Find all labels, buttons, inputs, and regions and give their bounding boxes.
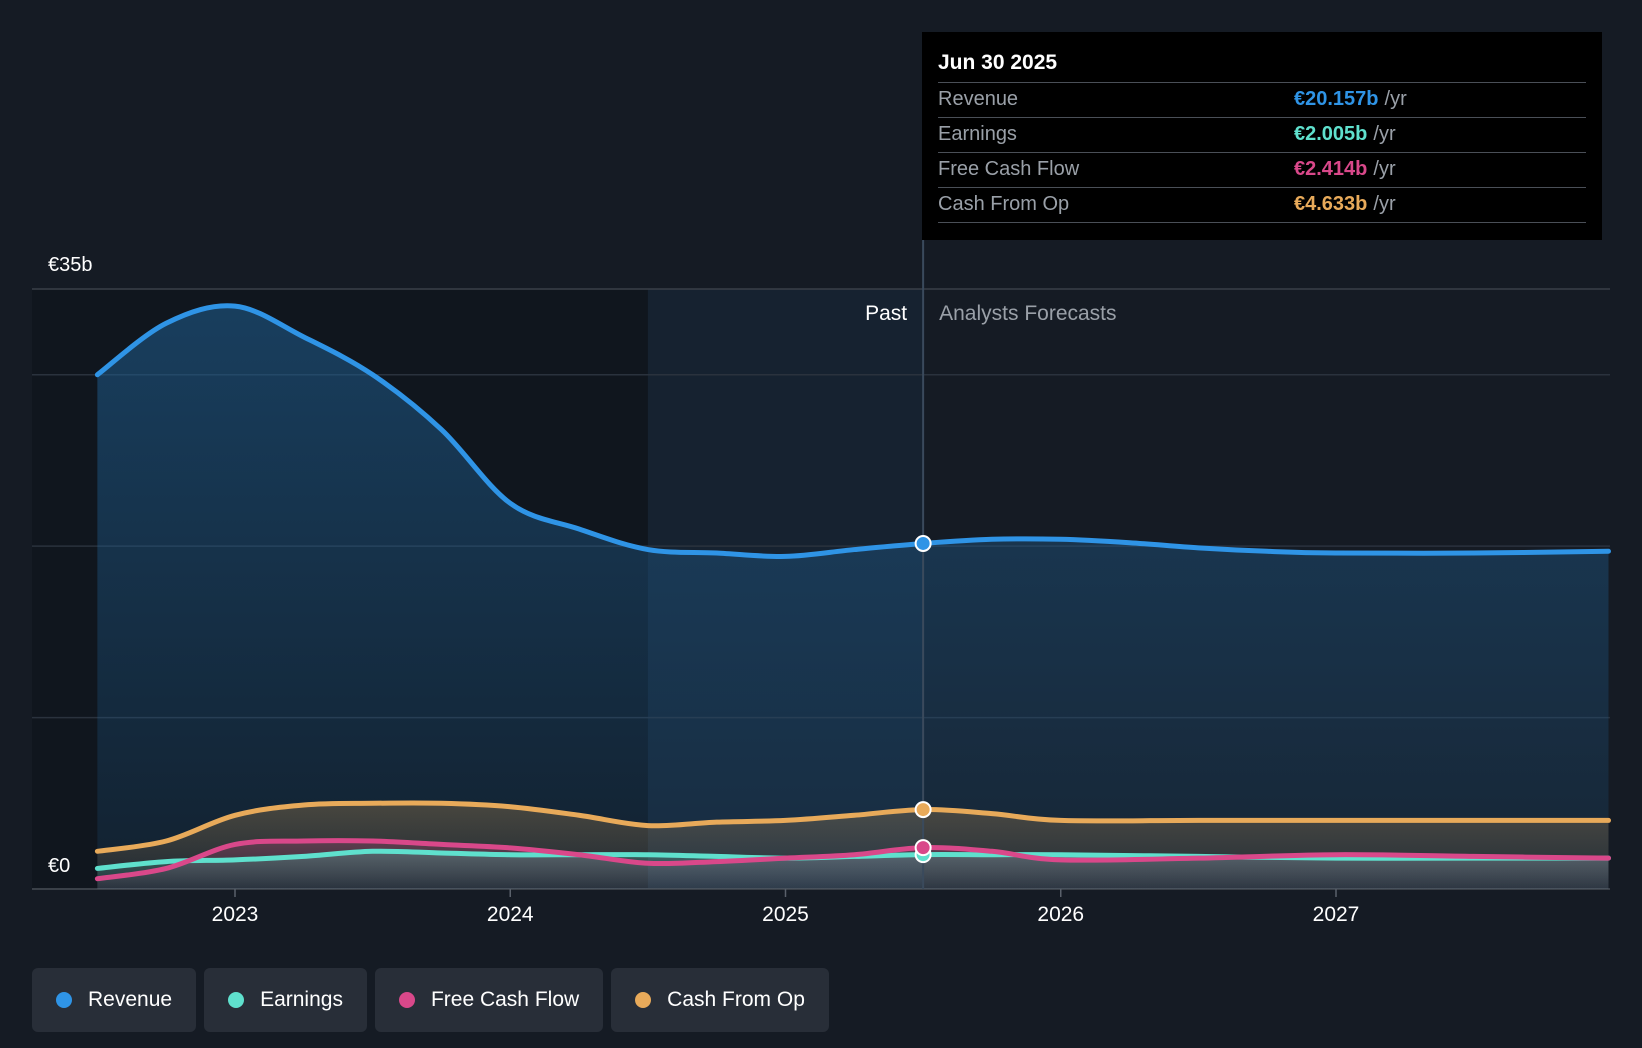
tooltip-date: Jun 30 2025 <box>938 46 1586 83</box>
tooltip-unit: /yr <box>1373 123 1396 145</box>
x-tick-label: 2026 <box>1037 903 1084 926</box>
legend-label: Revenue <box>88 988 173 1011</box>
tooltip-unit: /yr <box>1384 88 1407 110</box>
x-tick-label: 2023 <box>212 903 259 926</box>
legend-item-revenue[interactable]: Revenue <box>32 968 197 1032</box>
tooltip-unit: /yr <box>1373 193 1396 215</box>
tooltip-label: Cash From Op <box>938 193 1070 215</box>
x-tick-label: 2027 <box>1313 903 1360 926</box>
tooltip-label: Revenue <box>938 88 1019 110</box>
tooltip-row-free-cash-flow: Free Cash Flow €2.414b /yr <box>938 153 1586 188</box>
tooltip-row-cash-from-op: Cash From Op €4.633b /yr <box>938 188 1586 223</box>
marker-cash-from-op <box>914 801 932 819</box>
legend-label: Cash From Op <box>667 988 805 1011</box>
free-cash-flow-line <box>94 838 1611 882</box>
tooltip: Jun 30 2025 Revenue €20.157b /yr Earning… <box>922 32 1602 240</box>
tooltip-row-earnings: Earnings €2.005b /yr <box>938 118 1586 153</box>
x-axis: 2023 2024 2025 2026 2027 <box>212 889 1360 926</box>
legend-item-cash-from-op[interactable]: Cash From Op <box>611 968 829 1032</box>
tooltip-value: €2.414b <box>1294 158 1368 180</box>
forecast-label: Analysts Forecasts <box>939 302 1116 325</box>
legend-label: Earnings <box>260 988 343 1011</box>
marker-revenue <box>914 534 932 552</box>
past-label: Past <box>865 302 907 325</box>
tooltip-markers <box>914 534 932 864</box>
chart: €35b €0 Past Analysts Forecasts 2023 2024… <box>32 240 1611 926</box>
tooltip-value: €20.157b <box>1294 88 1379 110</box>
tooltip-row-revenue: Revenue €20.157b /yr <box>938 83 1586 118</box>
marker-free-cash-flow <box>914 839 932 857</box>
y-axis-top-label: €35b <box>48 254 93 276</box>
tooltip-value: €4.633b <box>1294 193 1368 215</box>
legend-label: Free Cash Flow <box>430 988 580 1011</box>
legend-dot-icon <box>398 992 415 1008</box>
legend-dot-icon <box>228 992 245 1008</box>
revenue-line <box>94 303 1611 559</box>
legend: Revenue Earnings Free Cash Flow Cash Fro… <box>32 968 829 1032</box>
legend-item-earnings[interactable]: Earnings <box>204 968 367 1032</box>
revenue-area <box>97 305 1609 889</box>
tooltip-value: €2.005b <box>1294 123 1368 145</box>
legend-dot-icon <box>56 992 72 1008</box>
legend-dot-icon <box>635 992 652 1008</box>
cash-from-op-line <box>94 800 1611 854</box>
x-tick-label: 2024 <box>487 903 534 926</box>
y-axis-bottom-label: €0 <box>48 855 70 877</box>
legend-item-free-cash-flow[interactable]: Free Cash Flow <box>374 968 604 1032</box>
tooltip-label: Free Cash Flow <box>938 158 1080 180</box>
tooltip-label: Earnings <box>938 123 1017 145</box>
earnings-area <box>97 851 1609 889</box>
x-tick-label: 2025 <box>762 903 809 926</box>
tooltip-unit: /yr <box>1373 158 1396 180</box>
